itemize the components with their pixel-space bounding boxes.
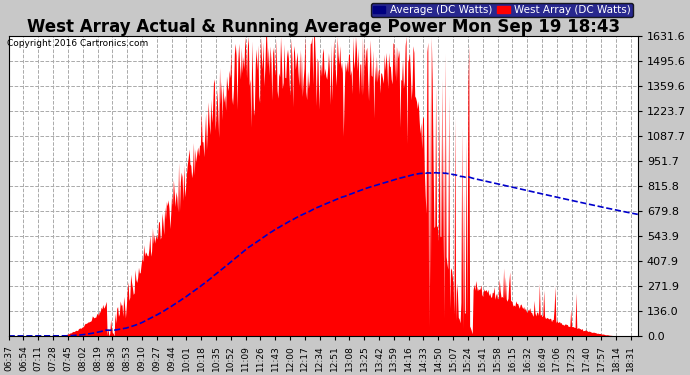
Legend: Average (DC Watts), West Array (DC Watts): Average (DC Watts), West Array (DC Watts… bbox=[371, 3, 633, 17]
Title: West Array Actual & Running Average Power Mon Sep 19 18:43: West Array Actual & Running Average Powe… bbox=[27, 18, 620, 36]
Text: Copyright 2016 Cartronics.com: Copyright 2016 Cartronics.com bbox=[7, 39, 148, 48]
